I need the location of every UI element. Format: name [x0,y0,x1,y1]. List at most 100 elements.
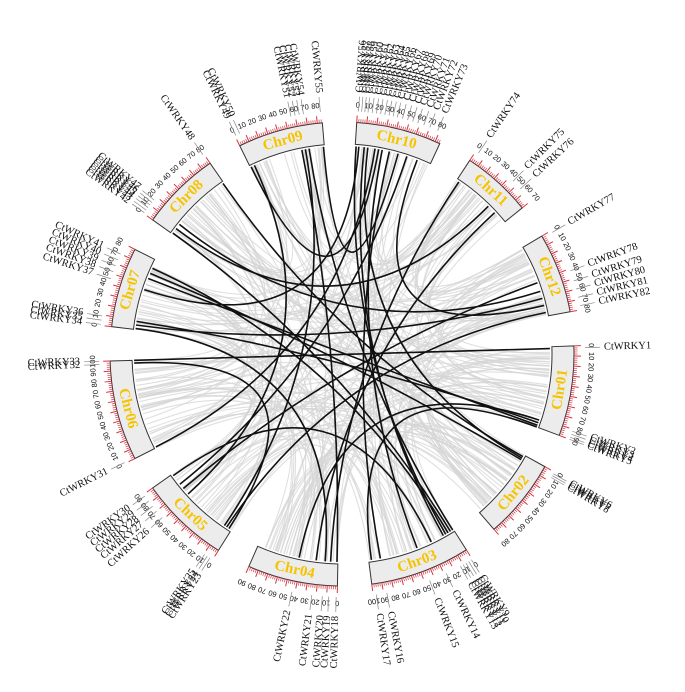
tick-mark [117,422,121,425]
tick-mark [158,206,162,209]
tick-mark [236,139,241,146]
tick-label: 0 [134,205,144,214]
tick-mark [160,502,164,505]
tick-mark [108,386,113,389]
tick-mark [548,246,552,249]
tick-mark [379,582,381,587]
tick-mark [498,525,502,529]
tick-mark [381,582,384,590]
tick-mark [457,554,462,562]
gene-marker [137,195,151,206]
tick-mark [541,471,545,474]
tick-mark [122,268,126,271]
tick-mark [516,506,520,509]
background-link [283,152,395,255]
tick-mark [569,400,573,402]
tick-mark [252,568,255,573]
tick-mark [567,296,571,299]
tick-mark [559,433,564,436]
tick-label: 70 [257,585,268,596]
duplicated-gene-link [315,212,496,561]
tick-mark [404,127,406,131]
tick-mark [501,180,507,186]
tick-mark [571,388,575,390]
duplicated-gene-link [308,148,454,531]
tick-mark [264,573,267,577]
tick-mark [111,402,116,405]
tick-label: 30 [101,431,112,442]
tick-label: 70 [530,191,542,203]
tick-label: 80 [574,426,585,437]
background-link [324,254,526,562]
tick-mark [278,577,280,581]
tick-label: 30 [257,112,268,123]
tick-label: 10 [587,352,596,360]
tick-mark [186,176,190,180]
tick-label: 20 [311,597,320,607]
tick-mark [406,124,410,132]
tick-mark [544,466,552,471]
tick-mark [435,565,438,570]
duplicated-gene-link [395,159,545,316]
tick-label: 60 [411,587,422,598]
tick-mark [272,575,274,580]
tick-mark [523,498,527,502]
tick-mark [512,194,516,198]
tick-mark [110,396,115,399]
tick-mark [104,325,112,328]
tick-mark [119,264,127,269]
gene-marker [462,564,471,578]
tick-mark [152,214,156,217]
tick-label: 20 [586,363,595,372]
tick-label: 20 [375,102,385,112]
tick-mark [557,267,562,270]
gene-marker [300,99,304,115]
background-link [137,159,288,395]
tick-mark [282,578,284,582]
tick-mark [197,167,201,171]
duplicated-gene-link [223,149,315,527]
tick-mark [109,313,114,315]
tick-mark [387,581,389,585]
tick-mark [197,537,201,541]
tick-mark [204,542,207,546]
tick-mark [540,473,544,476]
tick-mark [112,299,117,302]
tick-mark [186,528,190,532]
tick-mark [113,284,121,288]
tick-mark [156,207,161,211]
background-link [172,378,548,476]
tick-mark [564,288,569,291]
tick-mark [566,411,571,414]
tick-mark [128,452,133,455]
tick-mark [118,279,122,282]
tick-mark [262,572,265,576]
tick-mark [130,456,135,459]
tick-label: 20 [105,441,116,452]
gene-marker [375,594,379,610]
tick-label: 0 [335,599,339,608]
tick-mark [275,124,279,132]
tick-mark [104,380,112,383]
gene-label: CtWRKY74 [485,90,524,140]
tick-mark [382,122,384,126]
tick-mark [552,255,557,259]
gene-marker [380,99,384,115]
tick-label: 40 [584,384,594,394]
tick-mark [524,496,528,500]
tick-mark [116,274,124,278]
tick-mark [258,570,261,575]
tick-mark [110,294,118,298]
duplicated-gene-link [175,205,489,287]
tick-mark [564,286,568,289]
gene-marker [553,473,567,482]
tick-mark [163,505,167,509]
gene-marker [233,119,240,134]
tick-mark [403,577,405,582]
tick-mark [563,423,567,426]
tick-mark [282,126,284,130]
tick-mark [498,179,502,184]
background-link [275,381,548,552]
background-link [368,148,546,320]
tick-mark [156,497,161,501]
